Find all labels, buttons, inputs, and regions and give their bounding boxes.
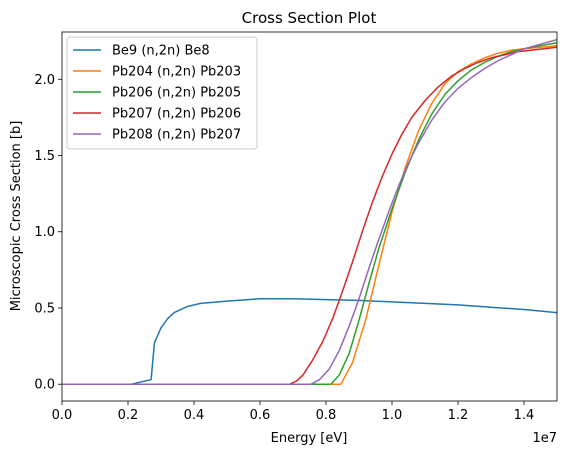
x-tick-label: 0.2 — [118, 408, 139, 423]
x-axis-ticks: 0.0 0.2 0.4 0.6 0.8 1.0 1.2 1.4 — [52, 401, 535, 423]
y-axis-ticks: 0.0 0.5 1.0 1.5 2.0 — [34, 73, 62, 393]
legend-label-4: Pb208 (n,2n) Pb207 — [112, 128, 241, 143]
x-tick-label: 1.4 — [514, 408, 535, 423]
x-axis-label: Energy [eV] — [271, 431, 348, 446]
series-line-3 — [62, 46, 557, 385]
plot-area — [61, 31, 558, 402]
series-line-2 — [62, 41, 557, 385]
legend-box — [66, 36, 258, 150]
series-lines — [62, 38, 557, 385]
y-axis-label: Microscopic Cross Section [b] — [9, 121, 24, 312]
series-line-4 — [62, 38, 557, 385]
y-tick-label: 2.0 — [34, 73, 55, 88]
legend-label-3: Pb207 (n,2n) Pb206 — [112, 107, 241, 122]
x-tick-label: 0.0 — [52, 408, 73, 423]
x-tick-label: 1.0 — [382, 408, 403, 423]
legend: Be9 (n,2n) Be8 Pb204 (n,2n) Pb203 Pb206 (n… — [66, 36, 258, 150]
axes-frame — [61, 31, 558, 402]
legend-label-1: Pb204 (n,2n) Pb203 — [112, 65, 241, 80]
x-axis-offset-label: 1e7 — [532, 431, 557, 446]
legend-label-0: Be9 (n,2n) Be8 — [112, 44, 210, 59]
y-tick-label: 1.0 — [34, 225, 55, 240]
series-line-0 — [62, 298, 557, 385]
x-tick-label: 0.6 — [250, 408, 271, 423]
y-tick-label: 0.5 — [34, 301, 55, 316]
y-tick-label: 1.5 — [34, 149, 55, 164]
legend-items: Be9 (n,2n) Be8 Pb204 (n,2n) Pb203 Pb206 (n… — [73, 44, 241, 143]
x-tick-label: 0.4 — [184, 408, 205, 423]
legend-label-2: Pb206 (n,2n) Pb205 — [112, 86, 241, 101]
series-line-1 — [62, 44, 557, 385]
x-tick-label: 1.2 — [448, 408, 469, 423]
chart-title: Cross Section Plot — [242, 9, 377, 27]
x-tick-label: 0.8 — [316, 408, 337, 423]
y-tick-label: 0.0 — [34, 378, 55, 393]
